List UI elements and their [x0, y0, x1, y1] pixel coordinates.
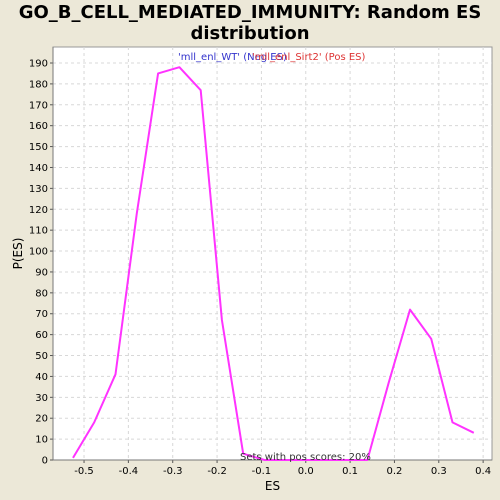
legend-item-neg-es: 'mll_enl_WT' (Neg ES)	[178, 52, 287, 63]
legend-item-pos-es: 'mll_enl_Sirt2' (Pos ES)	[252, 52, 366, 63]
y-tick-label: 140	[29, 163, 48, 174]
chart-title-line-1: GO_B_CELL_MEDIATED_IMMUNITY: Random ES	[18, 2, 482, 23]
series-group	[72, 66, 475, 461]
legend: 'mll_enl_WT' (Neg ES)'mll_enl_Sirt2' (Po…	[178, 52, 366, 63]
chart-title: GO_B_CELL_MEDIATED_IMMUNITY: Random ES d…	[0, 2, 500, 44]
plot-area	[52, 46, 493, 461]
y-tick-label: 50	[35, 351, 48, 362]
x-tick-label: 0.2	[386, 466, 402, 477]
y-tick-label: 150	[29, 142, 48, 153]
y-tick-label: 70	[35, 309, 48, 320]
y-tick-label: 0	[42, 456, 48, 467]
y-tick-label: 190	[29, 59, 48, 70]
x-tick-label: 0.1	[342, 466, 358, 477]
y-tick-label: 160	[29, 121, 48, 132]
series-line	[72, 66, 475, 461]
x-tick-label: -0.5	[74, 466, 94, 477]
x-tick-label: -0.2	[207, 466, 227, 477]
y-tick-label: 180	[29, 79, 48, 90]
y-tick-label: 110	[29, 226, 48, 237]
chart-title-line-2: distribution	[190, 23, 310, 44]
y-tick-label: 170	[29, 100, 48, 111]
x-tick-label: -0.3	[163, 466, 183, 477]
y-tick-label: 90	[35, 267, 48, 278]
grid-lines	[53, 47, 492, 461]
pos-scores-annotation: Sets with pos scores: 20%	[240, 452, 371, 463]
x-tick-label: 0.3	[431, 466, 447, 477]
axes: 0 10 20 30 40 50 60 70 80 90 100 110 120 130 140 150 160…	[29, 47, 492, 477]
y-tick-label: 30	[35, 393, 48, 404]
y-tick-label: 120	[29, 205, 48, 216]
x-tick-label: 0.0	[298, 466, 314, 477]
y-axis-label: P(ES)	[11, 238, 25, 270]
y-tick-label: 60	[35, 330, 48, 341]
y-tick-label: 40	[35, 372, 48, 383]
x-tick-label: 0.4	[475, 466, 491, 477]
y-tick-label: 10	[35, 435, 48, 446]
x-axis-label: ES	[265, 479, 280, 493]
y-tick-label: 130	[29, 184, 48, 195]
y-tick-label: 80	[35, 288, 48, 299]
x-tick-label: -0.1	[252, 466, 272, 477]
y-tick-label: 100	[29, 247, 48, 258]
x-tick-label: -0.4	[119, 466, 139, 477]
y-tick-label: 20	[35, 414, 48, 425]
